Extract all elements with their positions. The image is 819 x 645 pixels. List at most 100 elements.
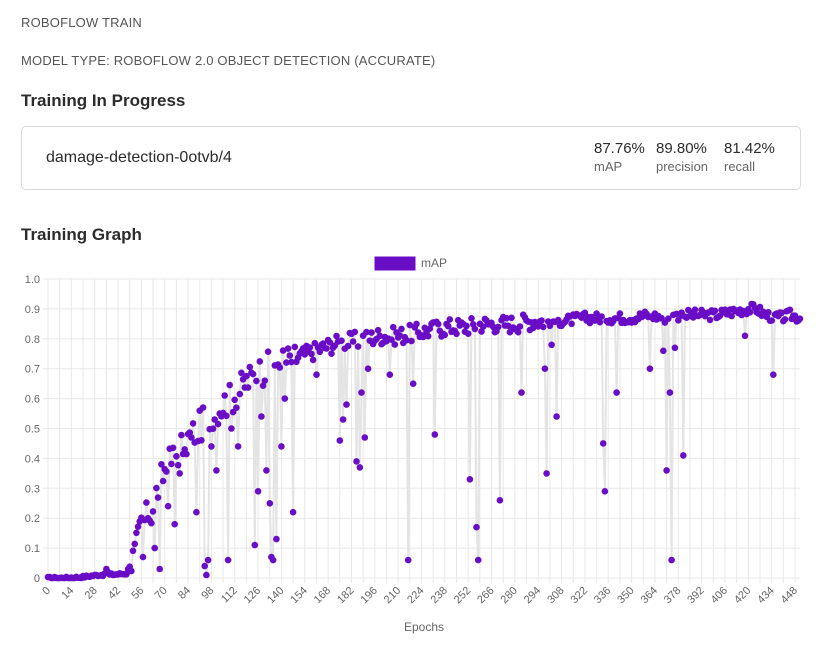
data-point[interactable] <box>286 352 294 359</box>
data-point[interactable] <box>143 499 150 506</box>
data-point[interactable] <box>233 404 240 411</box>
data-point[interactable] <box>148 519 155 527</box>
data-point[interactable] <box>441 331 449 339</box>
data-point[interactable] <box>548 341 555 349</box>
data-point[interactable] <box>188 434 195 441</box>
data-point[interactable] <box>176 470 183 477</box>
data-point[interactable] <box>261 377 269 384</box>
data-point[interactable] <box>281 395 289 402</box>
data-point[interactable] <box>151 544 158 552</box>
data-point[interactable] <box>173 453 180 460</box>
data-point[interactable] <box>506 328 514 336</box>
data-point[interactable] <box>273 535 280 543</box>
data-point[interactable] <box>473 523 480 531</box>
data-point[interactable] <box>518 389 525 396</box>
data-point[interactable] <box>213 467 220 474</box>
data-point[interactable] <box>134 523 142 530</box>
data-point[interactable] <box>209 425 217 432</box>
data-point[interactable] <box>770 371 777 378</box>
data-point[interactable] <box>251 541 259 549</box>
data-point[interactable] <box>541 365 549 372</box>
data-point[interactable] <box>568 320 575 328</box>
data-point[interactable] <box>404 556 412 564</box>
data-point[interactable] <box>786 306 794 314</box>
data-point[interactable] <box>663 467 670 474</box>
data-point[interactable] <box>553 413 560 420</box>
data-point[interactable] <box>279 347 287 354</box>
data-point[interactable] <box>306 344 314 351</box>
data-point[interactable] <box>264 348 272 355</box>
data-point[interactable] <box>353 458 360 465</box>
data-point[interactable] <box>508 314 515 322</box>
data-point[interactable] <box>291 343 299 351</box>
data-point[interactable] <box>444 322 452 330</box>
data-point[interactable] <box>131 540 138 548</box>
data-point[interactable] <box>728 312 735 320</box>
data-point[interactable] <box>391 341 399 348</box>
data-point[interactable] <box>343 401 350 408</box>
data-point[interactable] <box>349 338 357 345</box>
data-point[interactable] <box>613 389 620 396</box>
data-point[interactable] <box>243 372 250 380</box>
data-point[interactable] <box>231 396 238 404</box>
data-point[interactable] <box>388 336 395 343</box>
data-point[interactable] <box>238 369 245 377</box>
data-point[interactable] <box>199 404 207 411</box>
data-point[interactable] <box>309 356 317 364</box>
data-point[interactable] <box>351 328 359 336</box>
data-point[interactable] <box>389 323 397 331</box>
data-point[interactable] <box>706 316 714 324</box>
data-point[interactable] <box>781 316 789 323</box>
data-point[interactable] <box>479 323 487 330</box>
data-point[interactable] <box>163 468 170 475</box>
data-point[interactable] <box>178 431 185 439</box>
data-point[interactable] <box>284 345 292 352</box>
data-point[interactable] <box>453 330 460 338</box>
data-point[interactable] <box>364 365 372 372</box>
data-point[interactable] <box>201 562 208 570</box>
data-point[interactable] <box>278 443 285 450</box>
data-point[interactable] <box>464 330 472 337</box>
data-point[interactable] <box>168 460 175 468</box>
data-point[interactable] <box>323 345 330 352</box>
data-point[interactable] <box>791 312 799 319</box>
data-point[interactable] <box>765 309 772 316</box>
data-point[interactable] <box>326 339 334 346</box>
data-point[interactable] <box>496 497 504 504</box>
data-point[interactable] <box>646 365 654 372</box>
data-point[interactable] <box>133 529 140 537</box>
data-point[interactable] <box>156 565 163 573</box>
data-point[interactable] <box>333 332 340 340</box>
data-point[interactable] <box>408 337 415 345</box>
data-point[interactable] <box>396 332 404 339</box>
data-point[interactable] <box>276 364 284 371</box>
data-point[interactable] <box>254 488 262 495</box>
data-point[interactable] <box>259 382 267 389</box>
data-point[interactable] <box>183 450 190 458</box>
data-point[interactable] <box>471 325 479 333</box>
data-point[interactable] <box>289 508 297 516</box>
data-point[interactable] <box>224 556 232 564</box>
data-point[interactable] <box>539 323 547 331</box>
data-point[interactable] <box>189 420 197 427</box>
data-point[interactable] <box>221 392 228 399</box>
data-point[interactable] <box>328 350 335 357</box>
data-point[interactable] <box>158 461 165 468</box>
data-point[interactable] <box>208 443 215 450</box>
data-point[interactable] <box>554 316 562 324</box>
data-point[interactable] <box>313 371 320 378</box>
data-point[interactable] <box>778 309 785 317</box>
data-point[interactable] <box>336 437 344 444</box>
data-point[interactable] <box>413 320 420 328</box>
data-point[interactable] <box>159 477 167 485</box>
data-point[interactable] <box>406 321 414 329</box>
data-point[interactable] <box>398 325 405 333</box>
data-point[interactable] <box>376 332 384 340</box>
data-point[interactable] <box>169 444 177 452</box>
data-point[interactable] <box>666 389 674 396</box>
data-point[interactable] <box>354 343 362 350</box>
data-point[interactable] <box>468 315 475 322</box>
data-point[interactable] <box>316 348 324 356</box>
data-point[interactable] <box>474 556 482 564</box>
data-point[interactable] <box>269 556 277 564</box>
